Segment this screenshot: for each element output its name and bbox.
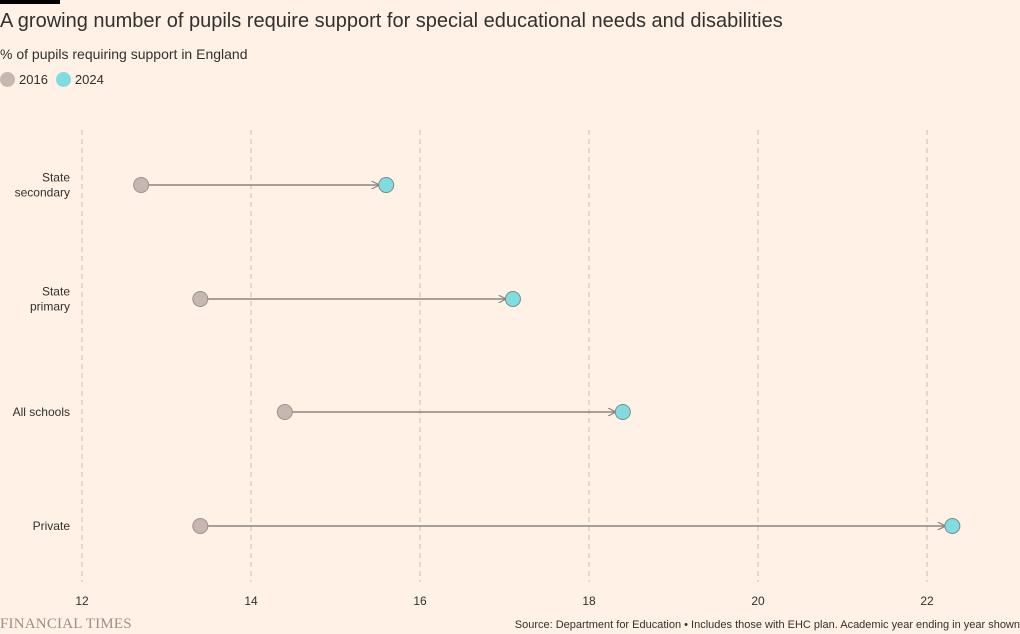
legend-swatch-2016 — [0, 72, 15, 87]
legend-label-2016: 2016 — [19, 72, 48, 87]
category-label: State secondary — [15, 171, 71, 200]
point-2024 — [944, 518, 961, 534]
chart-subtitle: % of pupils requiring support in England — [0, 46, 248, 62]
category-label: All schools — [13, 405, 70, 419]
x-tick-label: 14 — [244, 594, 258, 608]
point-2016 — [192, 291, 209, 307]
legend-item-2024: 2024 — [55, 72, 104, 87]
x-tick-label: 18 — [582, 594, 596, 608]
source-note: Source: Department for Education • Inclu… — [514, 619, 1020, 631]
legend-item-2016: 2016 — [0, 72, 48, 87]
legend: 2016 2024 — [0, 72, 112, 87]
category-label: State primary — [30, 285, 70, 314]
x-tick-label: 16 — [413, 594, 427, 608]
ft-logo: FINANCIAL TIMES — [0, 616, 132, 632]
legend-swatch-2024 — [55, 72, 71, 87]
top-accent-bar — [0, 0, 60, 4]
chart-title: A growing number of pupils require suppo… — [0, 10, 783, 32]
point-2024 — [614, 404, 631, 420]
legend-label-2024: 2024 — [74, 72, 104, 87]
point-2016 — [276, 404, 293, 420]
point-2016 — [133, 177, 150, 193]
x-tick-label: 20 — [751, 594, 765, 608]
point-2024 — [504, 291, 521, 307]
point-2016 — [192, 518, 209, 534]
category-label: Private — [33, 519, 71, 533]
point-2024 — [378, 177, 395, 193]
x-tick-label: 12 — [75, 594, 89, 608]
x-tick-label: 22 — [920, 594, 934, 608]
